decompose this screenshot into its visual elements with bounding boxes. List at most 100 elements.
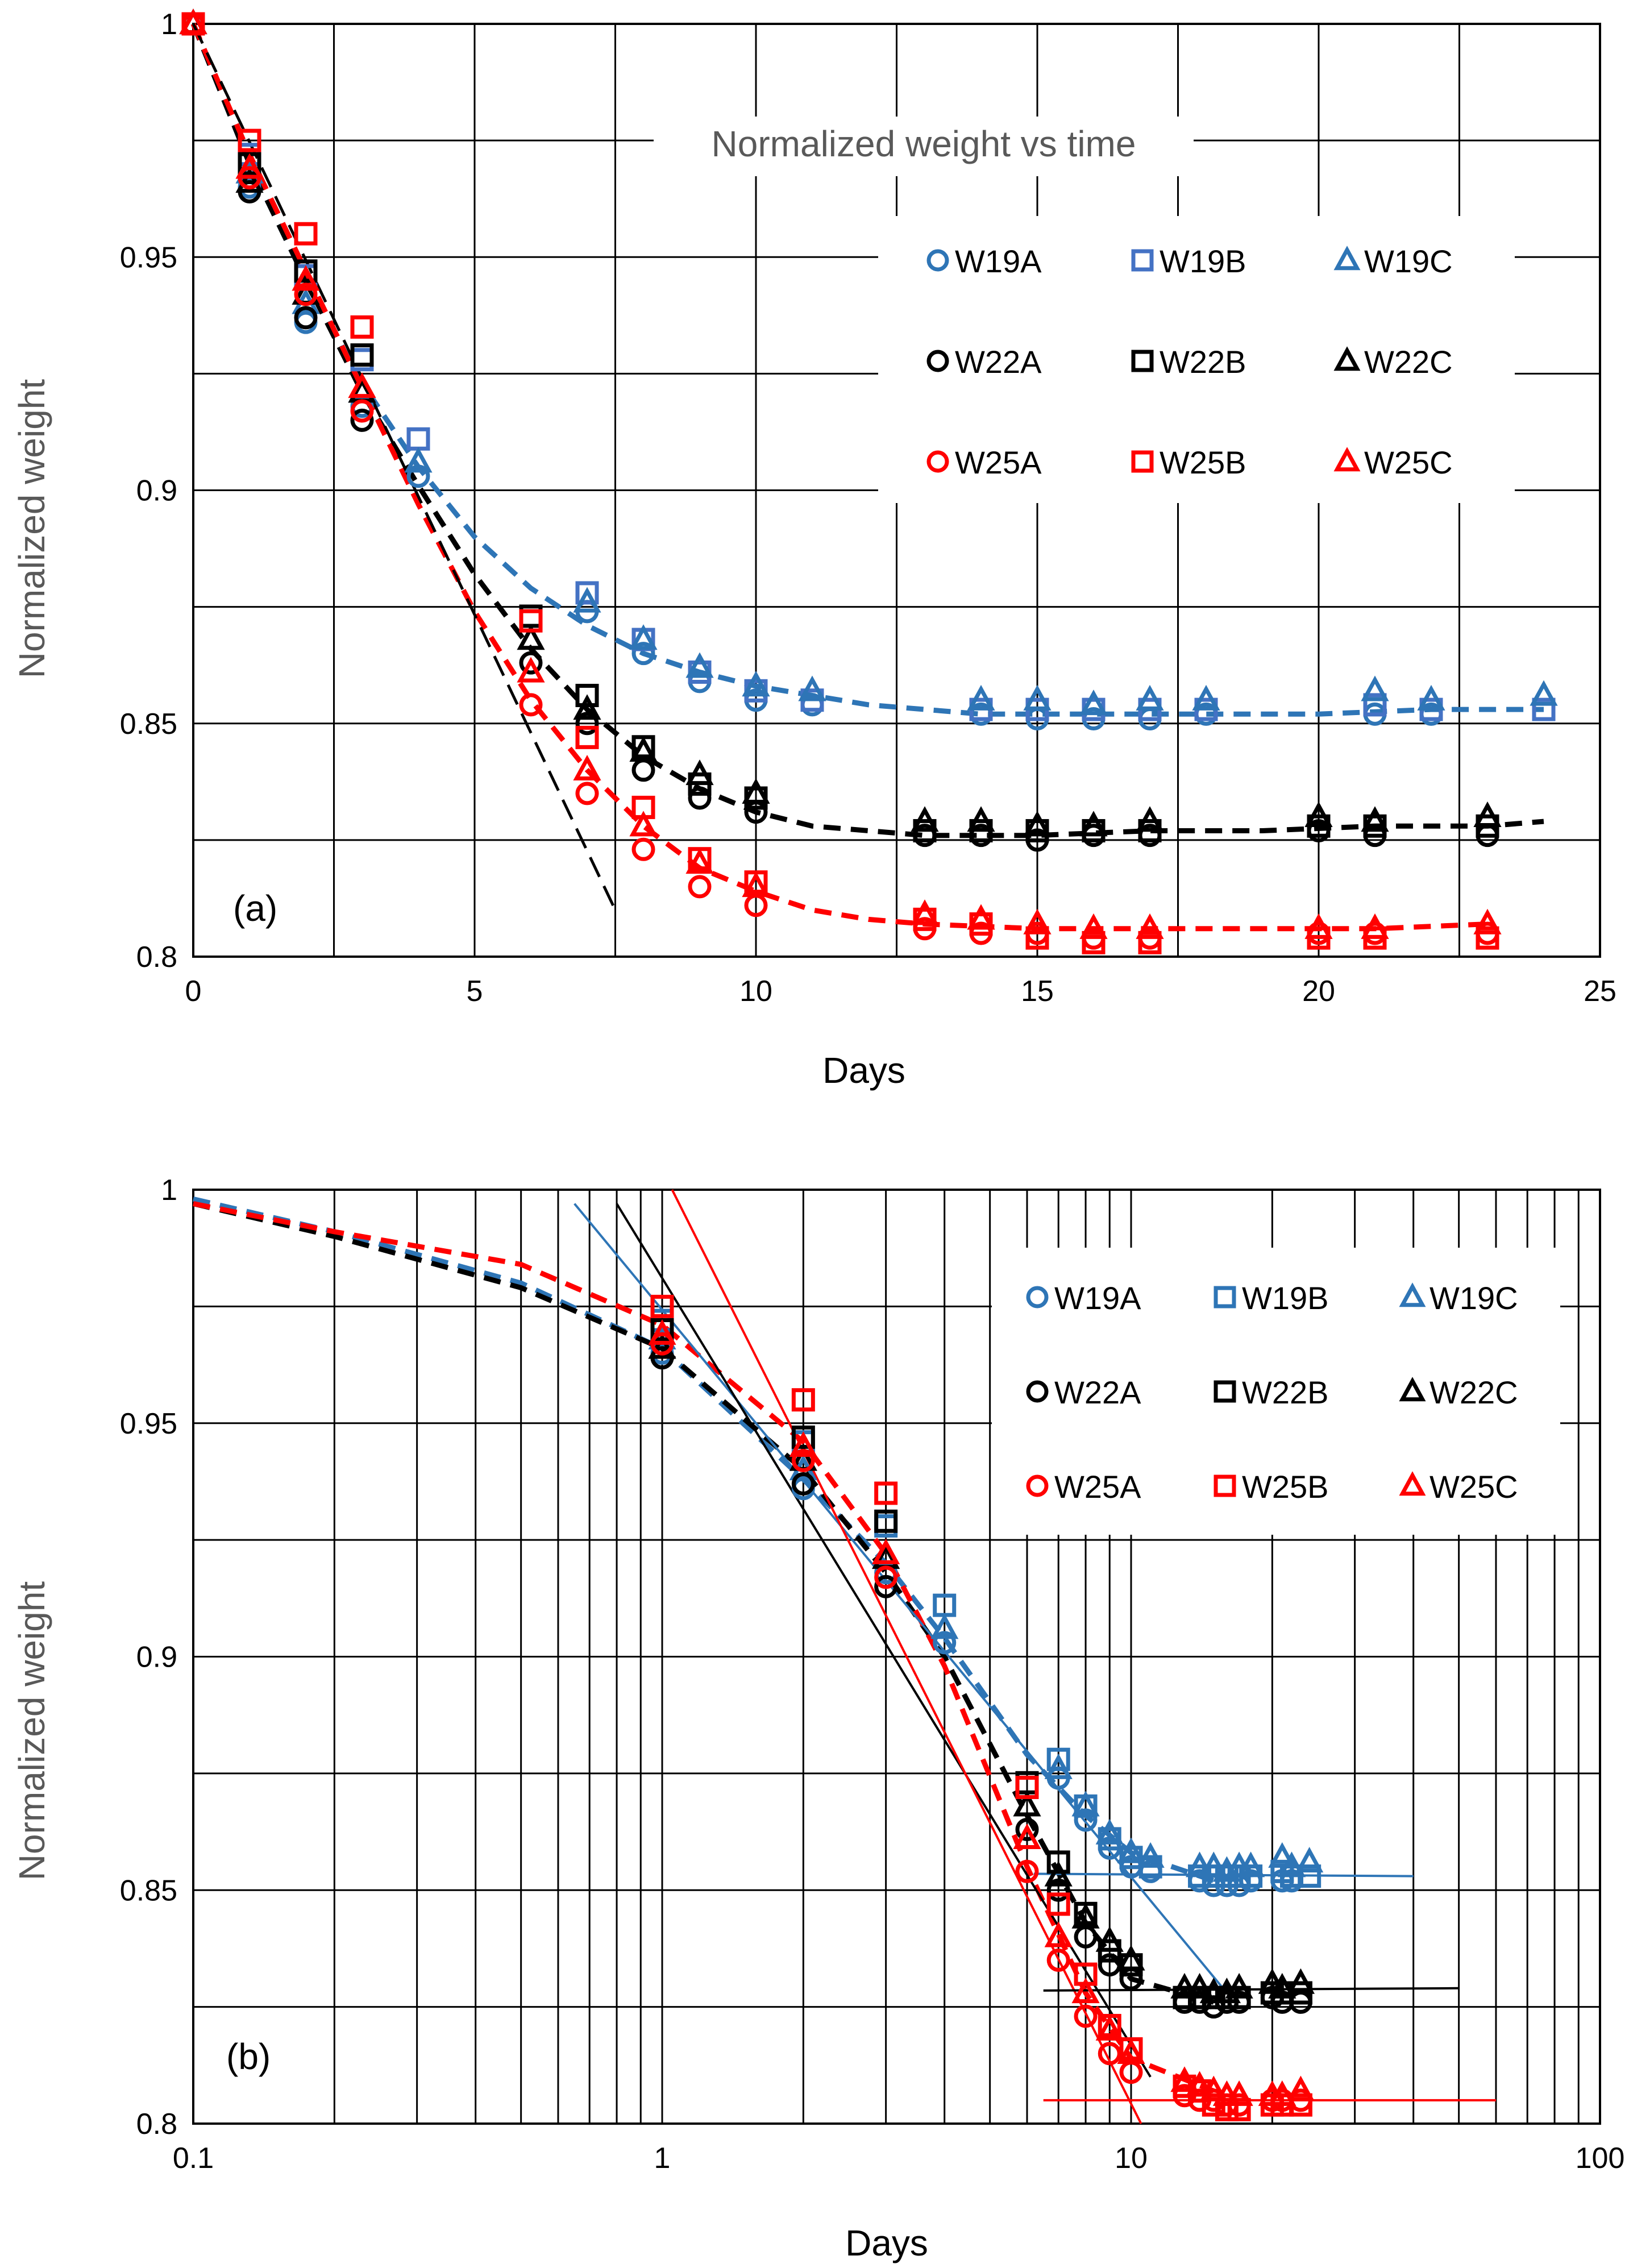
data-point-w25c: [1095, 2014, 1124, 2041]
data-point-w25b: [650, 1294, 674, 1318]
legend-marker-w19b: [1214, 1286, 1236, 1309]
data-point-w25b: [519, 609, 543, 633]
data-point-w22c: [1185, 1972, 1214, 1999]
x-tick-label: 10: [1115, 2142, 1148, 2175]
x-tick-label: 1: [654, 2142, 671, 2175]
legend-label-w19c: W19C: [1364, 243, 1453, 279]
data-point-w19c: [1079, 689, 1108, 716]
data-point-w25c: [179, 9, 207, 35]
data-point-w22c: [1225, 1972, 1253, 1999]
data-point-w25c: [1117, 2038, 1145, 2064]
data-point-w25c: [1268, 2080, 1296, 2106]
data-point-w25a: [1098, 2042, 1121, 2066]
data-point-w22c: [1023, 811, 1052, 837]
data-point-w19c: [1417, 684, 1445, 711]
data-point-w19c: [404, 447, 433, 473]
data-point-w25b: [575, 725, 599, 749]
legend-label-w22b: W22B: [1242, 1374, 1329, 1410]
data-point-w22c: [1286, 1968, 1315, 1994]
data-point-w25c: [648, 1319, 676, 1345]
y-tick-label: 0.9: [136, 475, 177, 508]
plot-frame: [192, 23, 1601, 958]
legend-label-w19b: W19B: [1160, 243, 1246, 279]
data-point-w19c: [1136, 1842, 1165, 1868]
data-points-b: [648, 1294, 1324, 2121]
y-tick-label: 0.95: [120, 1407, 177, 1440]
data-point-w19c: [629, 624, 658, 650]
data-point-w25a: [350, 399, 374, 423]
data-point-w19c: [1268, 1842, 1296, 1868]
data-point-w25b: [350, 315, 374, 339]
data-point-w25c: [1136, 913, 1164, 939]
fit-curve-w22: [192, 23, 617, 911]
data-point-w19a: [933, 1631, 957, 1655]
data-point-w19a: [631, 642, 655, 666]
legend-marker-w25b: [1131, 450, 1154, 473]
legend-label-w25b: W25B: [1160, 445, 1246, 480]
data-point-w19c: [573, 587, 601, 613]
y-tick-label: 0.95: [120, 241, 177, 274]
x-tick-labels-b: 0.1 1 10 100: [173, 2142, 1625, 2175]
legend-box-a: [878, 216, 1515, 503]
data-point-w22c: [1095, 1926, 1124, 1952]
y-tick-label: 0.8: [136, 941, 177, 974]
data-point-w22c: [742, 778, 770, 804]
data-point-w22a: [791, 1472, 815, 1496]
legend-label-w19b: W19B: [1242, 1280, 1329, 1316]
x-tick-label: 0: [185, 975, 202, 1008]
data-point-w22a: [688, 786, 712, 810]
data-point-w19c: [1185, 1851, 1214, 1877]
plot-frame: [192, 1189, 1601, 2125]
data-point-w25b: [1476, 926, 1499, 950]
data-point-w25c: [1170, 2066, 1199, 2092]
data-point-w22a: [1015, 1817, 1039, 1841]
data-point-w22c: [1199, 1978, 1228, 2004]
data-point-w25c: [348, 372, 376, 398]
data-point-w22c: [1071, 1903, 1100, 1929]
legend-a: W19A W19B W19C W22A W22B W22C W25A W25B W25C: [926, 243, 1453, 480]
y-tick-labels-b: 0.8 0.85 0.9 0.95 1: [120, 1174, 177, 2141]
data-point-w19c: [1136, 684, 1164, 711]
data-point-w25c: [573, 754, 601, 780]
data-point-w22c: [1361, 806, 1389, 832]
data-point-w22c: [648, 1333, 676, 1359]
legend-label-w25b: W25B: [1242, 1469, 1329, 1505]
data-point-w25b: [294, 222, 318, 246]
legend-label-w22c: W22C: [1364, 344, 1453, 380]
data-point-w19b: [1363, 693, 1387, 717]
x-tick-label: 25: [1584, 975, 1616, 1008]
data-point-w22a: [294, 306, 318, 330]
data-point-w19c: [1199, 1851, 1228, 1877]
legend-marker-w19a: [926, 249, 949, 272]
y-tick-label: 0.85: [120, 1874, 177, 1907]
data-point-w19b: [1046, 1747, 1070, 1771]
data-point-w22c: [1079, 811, 1108, 837]
legend-marker-w25a: [926, 450, 949, 473]
data-point-w25a: [791, 1448, 815, 1472]
data-point-w25c: [629, 811, 658, 837]
y-axis-label-a: Normalized weight: [11, 379, 52, 679]
y-tick-label: 0.85: [120, 708, 177, 741]
data-point-w22c: [1268, 1972, 1296, 1999]
data-point-w25c: [1473, 908, 1502, 934]
data-point-w22a: [350, 408, 374, 432]
y-tick-labels-a: 0.8 0.85 0.9 0.95 1: [120, 8, 177, 974]
data-point-w25b: [1082, 931, 1106, 954]
data-point-w19c: [967, 684, 995, 711]
legend-marker-w25c: [1333, 447, 1361, 472]
y-tick-label: 0.9: [136, 1641, 177, 1674]
y-axis-label-b: Normalized weight: [11, 1581, 52, 1881]
data-point-w25a: [1074, 2004, 1098, 2028]
chart-panel-b: W19A W19B W19C W22A W22B W22C W25A W25B W25C (b)…: [11, 1174, 1624, 2263]
data-point-w25c: [1286, 2075, 1315, 2101]
data-point-w19c: [1117, 1837, 1145, 1863]
data-point-w22c: [1044, 1860, 1073, 1887]
data-point-w19c: [1071, 1791, 1100, 1817]
data-point-w25b: [1227, 2097, 1251, 2121]
data-point-w25b: [238, 128, 261, 152]
data-point-w22a: [1098, 1953, 1121, 1977]
data-point-w25c: [967, 904, 995, 930]
data-point-w19c: [1361, 675, 1389, 701]
y-tick-label: 1: [161, 1174, 177, 1207]
